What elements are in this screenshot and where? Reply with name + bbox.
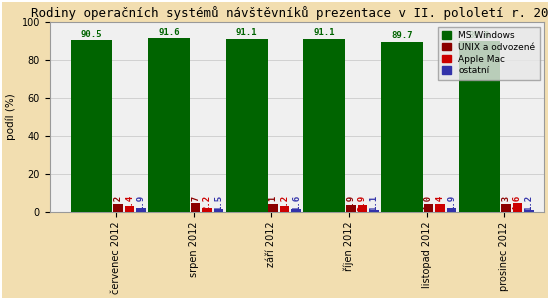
- Bar: [70, 40, 112, 212]
- Text: 2.2: 2.2: [202, 195, 212, 211]
- Bar: [214, 209, 223, 212]
- Bar: [435, 204, 444, 212]
- Bar: [202, 208, 212, 212]
- Text: 1.6: 1.6: [292, 195, 301, 211]
- Text: 3.9: 3.9: [346, 195, 355, 211]
- Bar: [292, 209, 301, 212]
- Bar: [304, 39, 345, 212]
- Text: 4.1: 4.1: [269, 195, 278, 211]
- Text: 4.4: 4.4: [436, 195, 444, 211]
- Bar: [369, 210, 378, 212]
- Text: 90.5: 90.5: [81, 30, 102, 39]
- Bar: [447, 208, 456, 212]
- Text: 1.1: 1.1: [369, 195, 378, 211]
- Text: 4.2: 4.2: [114, 195, 123, 211]
- Text: 91.1: 91.1: [236, 28, 257, 38]
- Text: 1.9: 1.9: [136, 195, 146, 211]
- Text: 4.7: 4.7: [191, 195, 200, 211]
- Bar: [381, 42, 423, 212]
- Bar: [524, 210, 534, 212]
- Text: 1.2: 1.2: [525, 195, 533, 211]
- Bar: [459, 41, 500, 212]
- Text: 91.1: 91.1: [314, 28, 335, 38]
- Text: 89.7: 89.7: [391, 31, 412, 40]
- Bar: [125, 206, 134, 212]
- Text: 3.2: 3.2: [280, 195, 289, 211]
- Bar: [226, 39, 267, 212]
- Bar: [280, 206, 289, 212]
- Title: Rodiny operačních systémů návštěvníků prezentace v II. pololetí r. 2012: Rodiny operačních systémů návštěvníků pr…: [31, 6, 550, 20]
- Text: 1.5: 1.5: [214, 195, 223, 211]
- Text: 91.6: 91.6: [158, 28, 180, 37]
- Legend: MS Windows, UNIX a odvozené, Apple Mac, ostatní: MS Windows, UNIX a odvozené, Apple Mac, …: [438, 27, 540, 80]
- Bar: [358, 205, 367, 212]
- Bar: [113, 204, 123, 212]
- Text: 4.6: 4.6: [513, 195, 522, 211]
- Bar: [513, 203, 522, 212]
- Bar: [148, 38, 190, 212]
- Text: 89.9: 89.9: [469, 31, 490, 40]
- Bar: [501, 204, 511, 212]
- Bar: [191, 203, 200, 212]
- Y-axis label: podíl (%): podíl (%): [6, 94, 16, 140]
- Bar: [424, 205, 433, 212]
- Text: 4.0: 4.0: [424, 195, 433, 211]
- Text: 1.9: 1.9: [447, 195, 456, 211]
- Text: 3.9: 3.9: [358, 195, 367, 211]
- Text: 3.4: 3.4: [125, 195, 134, 211]
- Bar: [346, 205, 356, 212]
- Bar: [136, 208, 146, 212]
- Text: 4.3: 4.3: [502, 195, 510, 211]
- Bar: [268, 204, 278, 212]
